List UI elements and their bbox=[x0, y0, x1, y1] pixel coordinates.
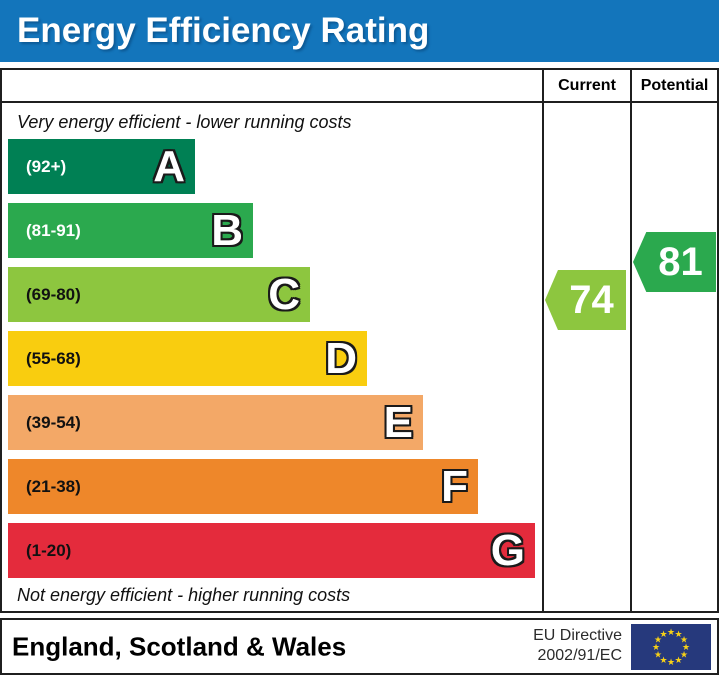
eu-directive-line2: 2002/91/EC bbox=[537, 647, 622, 665]
band-row-a: (92+) A bbox=[8, 139, 195, 194]
eu-directive-label: EU Directive 2002/91/EC bbox=[533, 626, 622, 668]
eu-flag-star: ★ bbox=[681, 641, 691, 652]
region-label: England, Scotland & Wales bbox=[12, 631, 347, 661]
band-range-label: (81-91) bbox=[26, 220, 81, 240]
eu-flag-star: ★ bbox=[659, 654, 668, 665]
band-letter: D bbox=[325, 333, 357, 383]
eu-flag-star: ★ bbox=[679, 649, 689, 659]
band-row-b: (81-91) B bbox=[8, 203, 253, 258]
band-range-label: (69-80) bbox=[26, 284, 81, 304]
band-letter: C bbox=[268, 269, 300, 319]
eu-flag-star: ★ bbox=[666, 656, 676, 667]
current-rating-value: 74 bbox=[569, 278, 614, 322]
band-row-c: (69-80) C bbox=[8, 267, 310, 322]
potential-rating-arrow: 81 bbox=[633, 232, 716, 292]
band-row-g: (1-20) G bbox=[8, 523, 535, 578]
current-rating-arrow: 74 bbox=[545, 270, 626, 330]
current-column-header: Current bbox=[558, 76, 616, 94]
column-divider bbox=[630, 70, 632, 611]
band-range-label: (1-20) bbox=[26, 540, 72, 560]
band-letter: E bbox=[383, 397, 413, 447]
eu-flag-star: ★ bbox=[674, 628, 683, 639]
band-range-label: (39-54) bbox=[26, 412, 81, 432]
title-bar: Energy Efficiency Rating bbox=[0, 0, 719, 62]
eu-flag-star: ★ bbox=[659, 628, 668, 639]
band-letter: G bbox=[490, 525, 525, 575]
band-letter: B bbox=[211, 205, 243, 255]
potential-rating-value: 81 bbox=[658, 240, 703, 284]
band-letter: A bbox=[153, 141, 185, 191]
bottom-note: Not energy efficient - higher running co… bbox=[17, 585, 351, 605]
header-divider bbox=[2, 101, 717, 103]
eu-flag-star: ★ bbox=[653, 634, 663, 644]
band-row-f: (21-38) F bbox=[8, 459, 478, 514]
footer: England, Scotland & Wales EU Directive 2… bbox=[0, 618, 719, 675]
band-letter: F bbox=[441, 461, 468, 511]
eu-flag-star: ★ bbox=[674, 654, 683, 665]
page-title: Energy Efficiency Rating bbox=[17, 11, 430, 50]
eu-flag-star: ★ bbox=[666, 626, 676, 637]
band-row-d: (55-68) D bbox=[8, 331, 367, 386]
column-divider bbox=[542, 70, 544, 611]
band-range-label: (55-68) bbox=[26, 348, 81, 368]
eu-flag-icon: ★ ★ ★ ★ ★ ★ ★ ★ ★ ★ ★ ★ bbox=[631, 623, 711, 670]
band-range-label: (92+) bbox=[26, 156, 67, 176]
top-note: Very energy efficient - lower running co… bbox=[17, 112, 352, 132]
eu-directive-line1: EU Directive bbox=[533, 626, 622, 644]
eu-flag-star: ★ bbox=[679, 634, 689, 644]
eu-flag-star: ★ bbox=[651, 641, 661, 652]
potential-column-header: Potential bbox=[640, 76, 709, 94]
band-range-label: (21-38) bbox=[26, 476, 81, 496]
band-row-e: (39-54) E bbox=[8, 395, 423, 450]
eu-flag-star: ★ bbox=[653, 649, 663, 659]
rating-chart: Current Potential Very energy efficient … bbox=[0, 68, 719, 613]
